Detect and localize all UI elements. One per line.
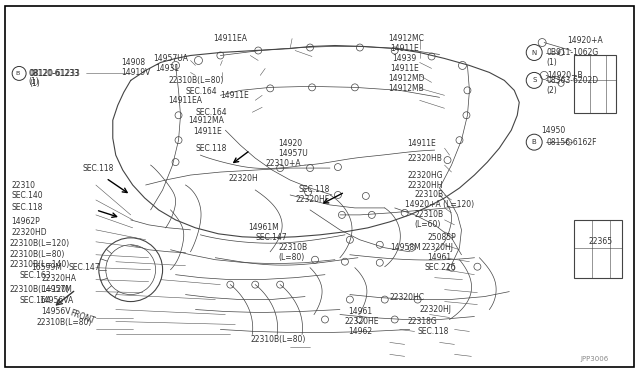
Text: 14908: 14908 [121, 58, 145, 67]
Text: 22310B(L=80): 22310B(L=80) [9, 250, 65, 259]
Text: 22310B(L=80): 22310B(L=80) [168, 76, 224, 85]
Text: 22320HG: 22320HG [408, 170, 444, 180]
Text: SEC.163: SEC.163 [19, 271, 51, 280]
Text: 22320HC: 22320HC [390, 293, 425, 302]
Text: 14961: 14961 [428, 253, 452, 262]
Text: 14962P: 14962P [11, 217, 40, 227]
Text: 22310B: 22310B [415, 211, 444, 219]
Text: 14912MA: 14912MA [189, 116, 225, 125]
Text: 22320H: 22320H [228, 173, 258, 183]
Text: 14957U: 14957U [278, 149, 308, 158]
Text: B: B [15, 71, 19, 76]
Text: 22320HJ: 22320HJ [420, 305, 452, 314]
Text: (L=60): (L=60) [415, 220, 441, 230]
Text: 14912MD: 14912MD [388, 74, 424, 83]
Text: N: N [532, 49, 537, 55]
Text: 22320HF: 22320HF [295, 195, 329, 205]
Text: SEC.118: SEC.118 [83, 164, 115, 173]
Text: SEC.164: SEC.164 [195, 108, 227, 117]
Text: SEC.118: SEC.118 [195, 144, 227, 153]
Text: 14911EA: 14911EA [213, 34, 248, 43]
Text: B: B [532, 139, 536, 145]
Text: 22310B(L=120): 22310B(L=120) [9, 285, 69, 294]
Text: SEC.147: SEC.147 [69, 263, 100, 272]
Text: SEC.226: SEC.226 [424, 263, 456, 272]
Text: 08156-6162F: 08156-6162F [546, 138, 596, 147]
Text: 14961M: 14961M [248, 223, 279, 232]
Text: SEC.147: SEC.147 [255, 233, 287, 242]
Text: JPP3006: JPP3006 [580, 356, 609, 362]
Bar [574, 55, 616, 113]
Text: 16599M: 16599M [31, 263, 62, 272]
Text: 14950: 14950 [541, 126, 565, 135]
Text: 22310B(L=140): 22310B(L=140) [9, 260, 69, 269]
Text: 22320HB: 22320HB [408, 154, 442, 163]
Text: 14911EA: 14911EA [168, 96, 203, 105]
Text: 22310B(L=80): 22310B(L=80) [36, 318, 92, 327]
Text: 08120-61233: 08120-61233 [29, 69, 80, 78]
Text: SEC.118: SEC.118 [11, 203, 42, 212]
Text: (2): (2) [546, 86, 557, 95]
Text: 14920: 14920 [278, 139, 302, 148]
Text: 22320HD: 22320HD [11, 228, 47, 237]
Text: 14911E: 14911E [390, 64, 419, 73]
Text: 14911E: 14911E [193, 127, 222, 136]
Text: 22318G: 22318G [408, 317, 437, 326]
Text: 22365: 22365 [589, 237, 613, 246]
Text: 14931: 14931 [156, 64, 180, 73]
Text: 14912MC: 14912MC [388, 34, 424, 43]
Text: 22320HA: 22320HA [41, 274, 76, 283]
Text: 14920+A (L=120): 14920+A (L=120) [404, 201, 474, 209]
Text: 14939: 14939 [392, 54, 416, 63]
Text: 14956V: 14956V [41, 307, 70, 316]
Text: 14920+B: 14920+B [547, 71, 583, 80]
Text: (1): (1) [546, 58, 557, 67]
Text: SEC.164: SEC.164 [186, 87, 217, 96]
Text: 14961: 14961 [348, 307, 372, 316]
Text: 14958M: 14958M [390, 243, 420, 252]
Text: 14920+A: 14920+A [567, 36, 603, 45]
Text: SEC.118: SEC.118 [298, 186, 330, 195]
Text: 22310B(L=80): 22310B(L=80) [250, 335, 306, 344]
Text: 14911E: 14911E [220, 91, 249, 100]
Text: (L=80): (L=80) [278, 253, 305, 262]
Text: 14962: 14962 [348, 327, 372, 336]
Text: 22310+A: 22310+A [265, 158, 301, 167]
Text: 0B911-1062G: 0B911-1062G [546, 48, 598, 57]
Text: 22310: 22310 [11, 180, 35, 189]
Text: SEC.118: SEC.118 [418, 327, 449, 336]
Text: SEC.164: SEC.164 [19, 296, 51, 305]
Text: 22310B: 22310B [278, 243, 307, 252]
Text: 14911E: 14911E [408, 139, 436, 148]
Text: 14957UA: 14957UA [154, 54, 189, 63]
Text: 14911E: 14911E [390, 44, 419, 53]
Text: 22320HE: 22320HE [345, 317, 380, 326]
Text: 14957M: 14957M [41, 285, 72, 294]
Text: 14912MB: 14912MB [388, 84, 424, 93]
Text: 14956VA: 14956VA [39, 296, 74, 305]
Text: 22320HJ: 22320HJ [422, 243, 454, 252]
Text: (1): (1) [29, 79, 40, 88]
Text: 08120-61233: 08120-61233 [28, 69, 79, 78]
Text: 22310B: 22310B [415, 190, 444, 199]
Text: 22310B(L=120): 22310B(L=120) [9, 239, 69, 248]
Text: 25085P: 25085P [428, 233, 456, 242]
Text: 08363-6202D: 08363-6202D [546, 76, 598, 85]
Text: 14919V: 14919V [121, 68, 150, 77]
Text: S: S [532, 77, 536, 83]
Bar [574, 220, 622, 278]
Text: SEC.140: SEC.140 [11, 192, 43, 201]
Text: 22320HH: 22320HH [408, 180, 443, 189]
Text: FRONT: FRONT [69, 309, 97, 326]
Text: (1): (1) [28, 77, 39, 86]
